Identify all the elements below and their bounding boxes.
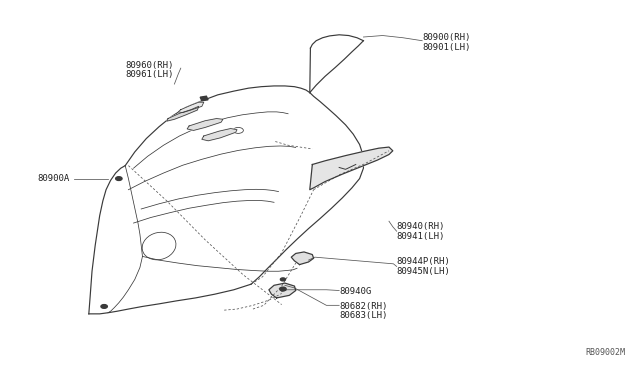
Text: 80961(LH): 80961(LH) — [125, 70, 173, 79]
Polygon shape — [202, 129, 237, 141]
Polygon shape — [310, 147, 393, 190]
Polygon shape — [269, 283, 296, 298]
Text: 80941(LH): 80941(LH) — [397, 231, 445, 241]
Text: 80683(LH): 80683(LH) — [339, 311, 388, 320]
Text: 80900A: 80900A — [38, 174, 70, 183]
Circle shape — [280, 287, 286, 291]
Polygon shape — [178, 102, 204, 113]
Text: 80940(RH): 80940(RH) — [397, 222, 445, 231]
Text: 80900(RH): 80900(RH) — [422, 33, 470, 42]
Text: 80940G: 80940G — [339, 287, 371, 296]
Text: 80901(LH): 80901(LH) — [422, 42, 470, 51]
Bar — [200, 96, 208, 101]
Polygon shape — [187, 119, 223, 131]
Circle shape — [280, 278, 285, 281]
Circle shape — [101, 305, 108, 308]
Text: 80682(RH): 80682(RH) — [339, 302, 388, 311]
Text: 80945N(LH): 80945N(LH) — [397, 267, 451, 276]
Text: RB09002M: RB09002M — [585, 348, 625, 357]
Polygon shape — [291, 252, 314, 264]
Polygon shape — [167, 106, 198, 121]
Text: 80944P(RH): 80944P(RH) — [397, 257, 451, 266]
Circle shape — [116, 177, 122, 180]
Text: 80960(RH): 80960(RH) — [125, 61, 173, 70]
